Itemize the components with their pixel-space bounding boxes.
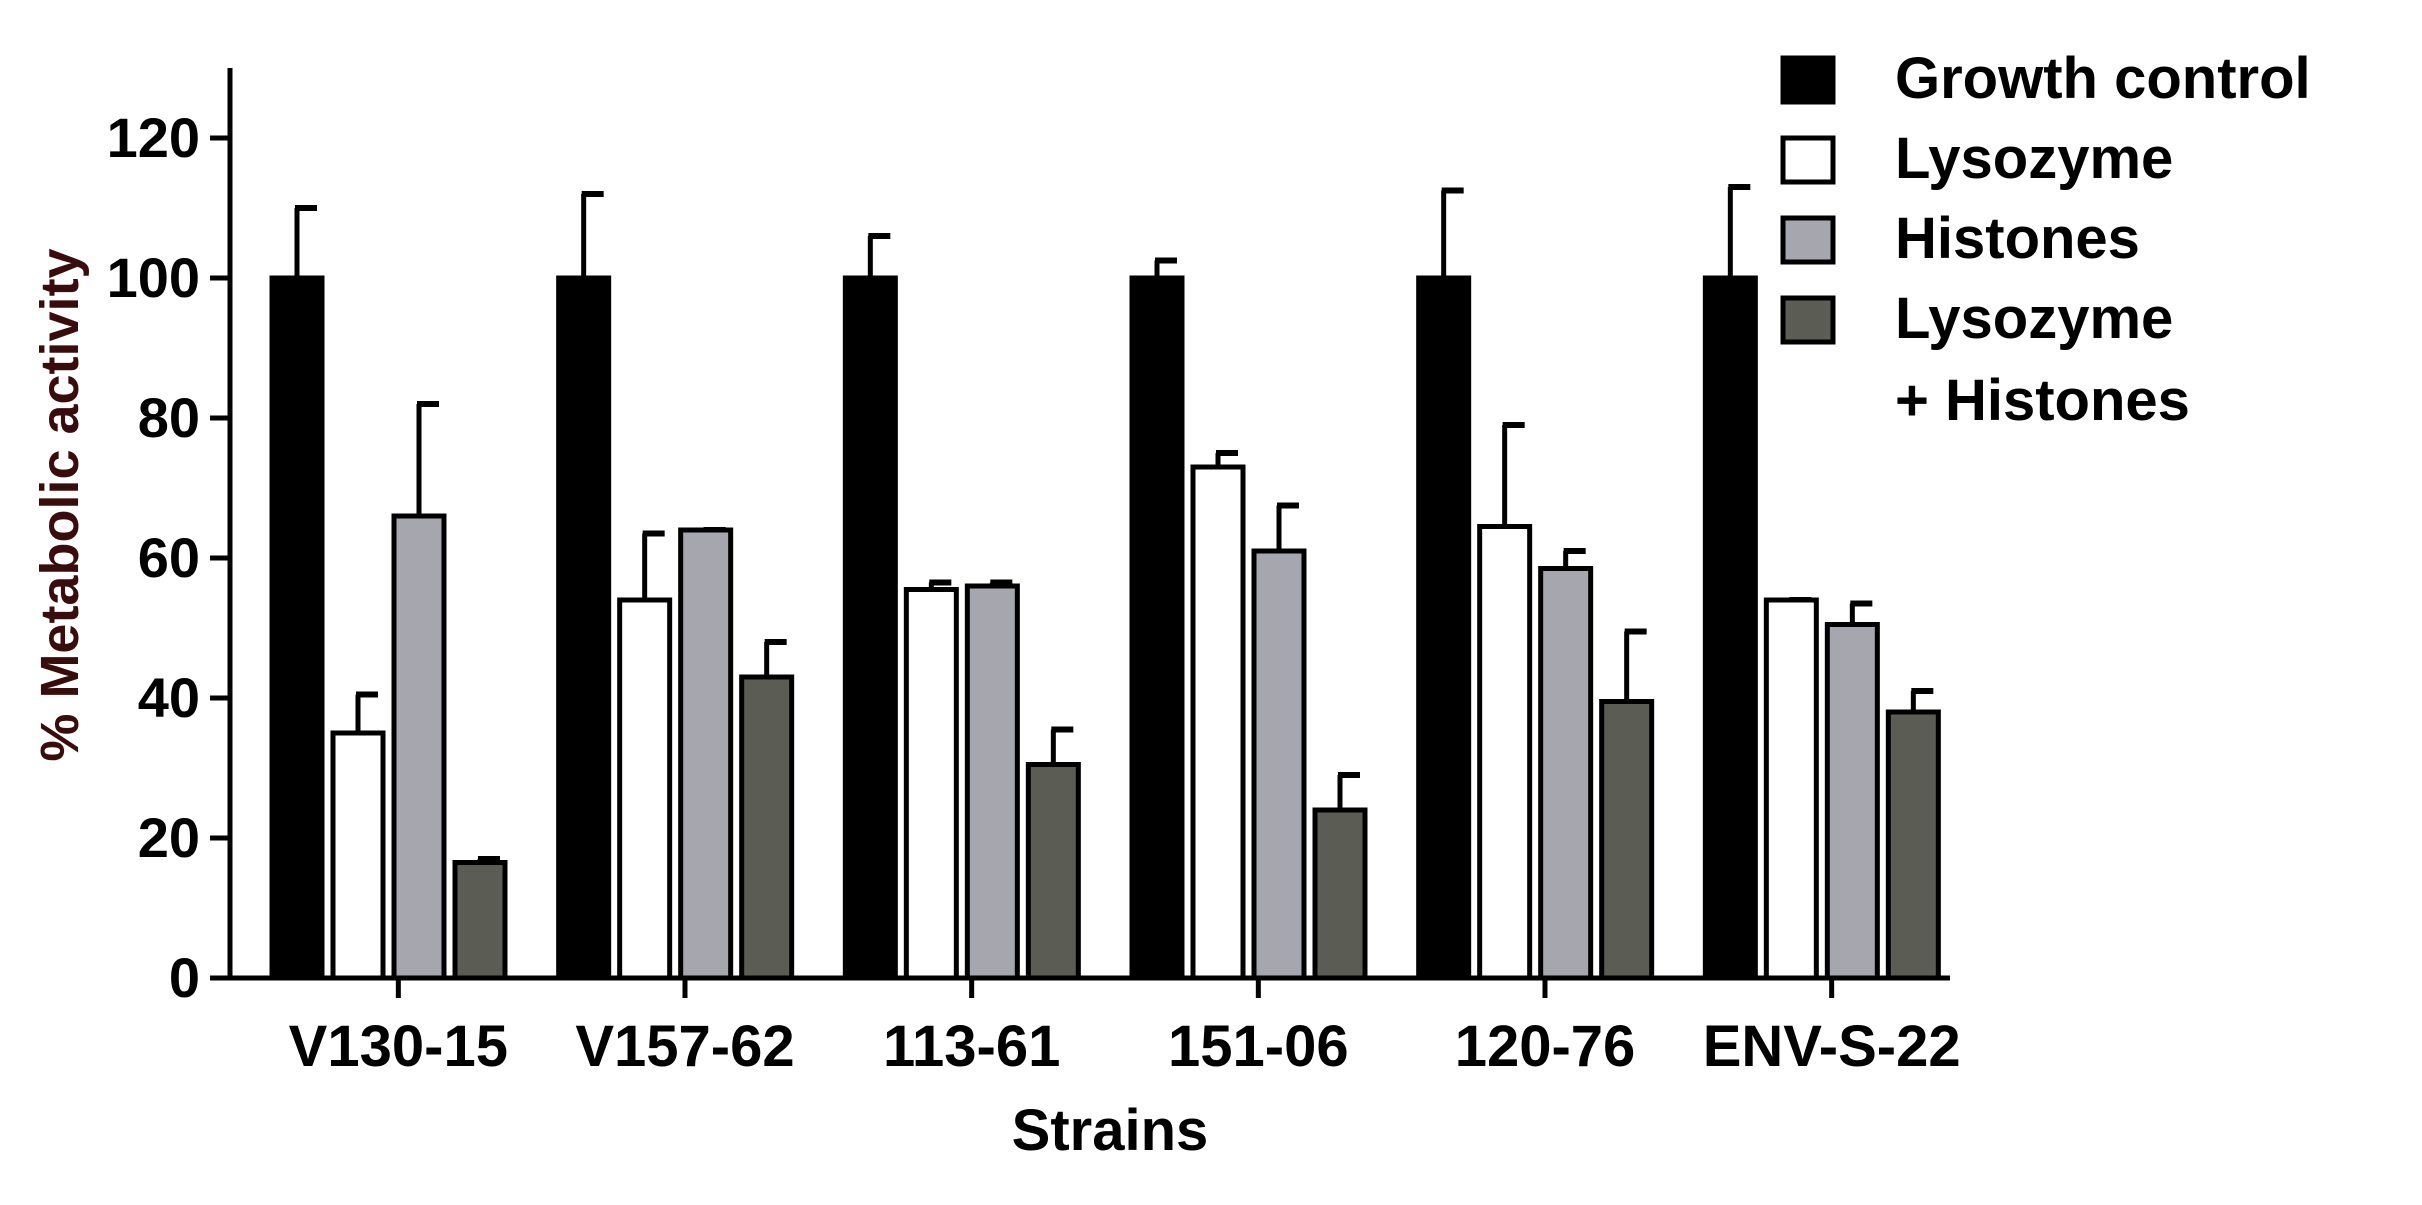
bar [1477, 524, 1533, 981]
bar [678, 527, 734, 981]
legend-item: Lysozyme [1780, 126, 2173, 191]
legend: Growth control Lysozyme Histones Lysozyme + … [1780, 46, 2311, 433]
x-tick-label: 120-76 [1455, 1014, 1636, 1079]
legend-swatch [1780, 295, 1836, 345]
y-axis-title: % Metabolic activity [30, 248, 90, 761]
bar [964, 583, 1020, 981]
bar [1824, 622, 1880, 981]
bar-group [1477, 422, 1533, 981]
legend-label: Lysozyme [1895, 286, 2173, 351]
bar-group [330, 691, 386, 981]
bar-group [842, 233, 898, 981]
bar [1763, 597, 1819, 981]
bar [1702, 275, 1758, 981]
bar-group [1885, 688, 1941, 981]
bar [1538, 566, 1594, 981]
y-tick-label: 60 [138, 526, 200, 589]
x-tick-label: V130-15 [289, 1014, 508, 1079]
y-tick-label: 120 [107, 106, 200, 169]
x-tick-label: ENV-S-22 [1703, 1014, 1961, 1079]
x-axis: V130-15 V157-62 113-61 151-06 120-76 ENV-S-22 [228, 975, 1961, 1079]
legend-label: Histones [1895, 206, 2140, 271]
bar-group [1190, 450, 1246, 981]
bar [739, 674, 795, 981]
bar [1312, 807, 1368, 981]
bar-group [1763, 597, 1819, 981]
y-axis: 0 20 40 60 80 100 120 [107, 68, 233, 1009]
x-axis-title: Strains [1012, 1098, 1209, 1163]
legend-swatch [1780, 135, 1836, 185]
bar-group [1599, 628, 1655, 981]
bar-group [391, 401, 447, 981]
legend-swatch [1780, 215, 1836, 265]
bar [452, 860, 508, 981]
legend-label: + Histones [1895, 368, 2190, 433]
bar [617, 597, 673, 981]
x-tick-label: V157-62 [575, 1014, 794, 1079]
bar [903, 587, 959, 981]
bar [1251, 548, 1307, 981]
plot-area [269, 184, 1941, 981]
bar-group [1025, 726, 1081, 981]
bar [1129, 275, 1185, 981]
x-tick-label: 151-06 [1168, 1014, 1349, 1079]
bar [556, 275, 612, 981]
bar-group [1251, 502, 1307, 981]
y-tick-label: 0 [169, 946, 200, 1009]
bar-group [964, 579, 1020, 981]
legend-item: Growth control [1780, 46, 2311, 111]
bar [1599, 699, 1655, 981]
y-tick-label: 100 [107, 246, 200, 309]
legend-label: Growth control [1895, 46, 2311, 111]
bar-group [556, 191, 612, 981]
bar-group [1129, 257, 1185, 981]
bar-group [739, 639, 795, 981]
bar-group [903, 579, 959, 981]
bar-group [452, 856, 508, 981]
x-tick-label: 113-61 [883, 1014, 1060, 1079]
bar [1025, 762, 1081, 981]
bar-group [678, 527, 734, 981]
legend-swatch [1780, 55, 1836, 105]
legend-item: Lysozyme + Histones [1780, 286, 2190, 433]
bar-group [1538, 548, 1594, 981]
bar-group [269, 205, 325, 981]
bar-group [1416, 187, 1472, 981]
legend-item: Histones [1780, 206, 2140, 271]
y-tick-label: 40 [138, 666, 200, 729]
bar [269, 275, 325, 981]
bar [842, 275, 898, 981]
bar [1416, 275, 1472, 981]
y-tick-label: 20 [138, 806, 200, 869]
bar [1885, 709, 1941, 981]
bar-group [1702, 184, 1758, 981]
bar [330, 730, 386, 981]
bar [1190, 464, 1246, 981]
bar-group [1824, 600, 1880, 981]
legend-label: Lysozyme [1895, 126, 2173, 191]
y-tick-label: 80 [138, 386, 200, 449]
bar-group [617, 530, 673, 981]
bar [391, 513, 447, 981]
bar-group [1312, 772, 1368, 981]
